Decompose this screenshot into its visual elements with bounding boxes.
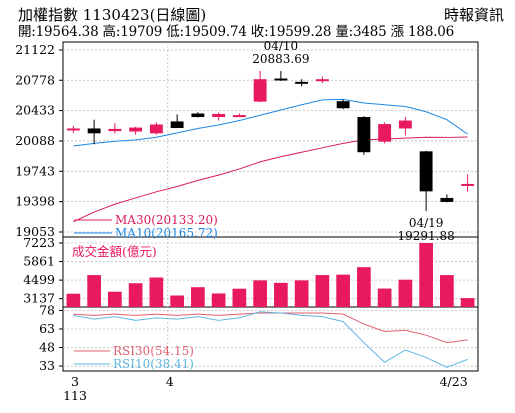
high-annotation-value: 20883.69 (252, 52, 309, 66)
high-annotation-date: 04/10 (264, 39, 299, 53)
candle-body (315, 79, 329, 82)
ma30-line (73, 136, 468, 223)
candle-body (212, 113, 226, 118)
candle-body (274, 78, 288, 81)
chart-header: 加權指數 1130423(日線圖) 時報資訊 開:19564.38 高:1970… (18, 6, 508, 41)
volume-bar (357, 267, 371, 307)
candle-body (419, 151, 433, 192)
volume-bar (108, 291, 122, 307)
volume-bar (460, 298, 475, 307)
candle-body (336, 101, 350, 109)
volume-bar (211, 293, 226, 307)
volume-bar (170, 295, 184, 307)
rsi30-legend: RSI30(54.15) (113, 344, 194, 358)
volume-bar (419, 243, 433, 307)
price-tick-label: 20433 (15, 103, 55, 118)
volume-bar (398, 279, 413, 307)
rsi-tick-label: 33 (39, 358, 55, 373)
volume-bar (191, 287, 205, 307)
rsi-tick-label: 48 (39, 340, 55, 355)
volume-panel-title: 成交金額(億元) (72, 244, 157, 259)
volume-tick-label: 3137 (23, 291, 55, 306)
volume-bar (232, 288, 247, 307)
volume-tick-label: 5861 (23, 254, 55, 269)
rsi10-legend: RSI10(38.41) (113, 357, 194, 371)
rsi10-line (73, 311, 468, 368)
candle-body (440, 197, 454, 202)
candle-body (66, 128, 80, 131)
candle-body (378, 124, 392, 142)
candle-body (149, 124, 163, 134)
ohlc-stats: 開:19564.38 高:19709 低:19509.74 收:19599.28… (18, 24, 455, 40)
candle-body (191, 113, 205, 118)
source-label: 時報資訊 (443, 6, 504, 24)
volume-tick-label: 4499 (23, 272, 55, 287)
rsi30-line (73, 312, 468, 344)
ma10-legend: MA10(20165.72) (115, 226, 218, 240)
price-tick-label: 19743 (15, 163, 55, 178)
candle-body (461, 183, 475, 186)
x-tick-sublabel: 113 (63, 388, 87, 403)
volume-bar (128, 283, 143, 307)
volume-bar (149, 277, 164, 307)
ma10-line (73, 98, 468, 147)
chart-frame (62, 41, 479, 372)
candle-body (170, 121, 184, 129)
x-tick-label: 4/23 (440, 374, 468, 389)
x-tick-label: 4 (166, 374, 174, 389)
volume-bar (440, 275, 454, 307)
volume-bar (315, 275, 330, 307)
price-tick-label: 20088 (15, 133, 55, 148)
volume-bar (336, 274, 350, 307)
ma30-legend: MA30(20133.20) (115, 213, 218, 227)
volume-bar (66, 293, 81, 307)
volume-bar (253, 280, 267, 307)
x-tick-label: 3 (71, 374, 79, 389)
candle-body (87, 128, 101, 134)
volume-tick-label: 7223 (23, 235, 55, 250)
price-tick-label: 20778 (15, 72, 55, 87)
low-annotation-date: 04/19 (409, 216, 444, 230)
candle-body (129, 127, 143, 132)
price-tick-label: 21122 (15, 42, 55, 57)
volume-bar (377, 288, 392, 307)
low-annotation-value: 19291.88 (397, 229, 454, 243)
volume-bar (274, 282, 288, 307)
candle-body (108, 128, 122, 132)
price-tick-label: 19398 (15, 194, 55, 209)
candle-body (357, 117, 371, 153)
candle-body (232, 115, 246, 118)
rsi-tick-label: 78 (39, 302, 55, 317)
candle-body (295, 81, 309, 84)
candle-body (398, 120, 412, 129)
chart-title: 加權指數 1130423(日線圖) (18, 6, 207, 24)
volume-bar (294, 280, 309, 307)
candle-body (253, 79, 267, 102)
rsi-tick-label: 63 (39, 321, 55, 336)
price-tick-label: 19053 (15, 224, 55, 239)
volume-bar (87, 275, 101, 307)
